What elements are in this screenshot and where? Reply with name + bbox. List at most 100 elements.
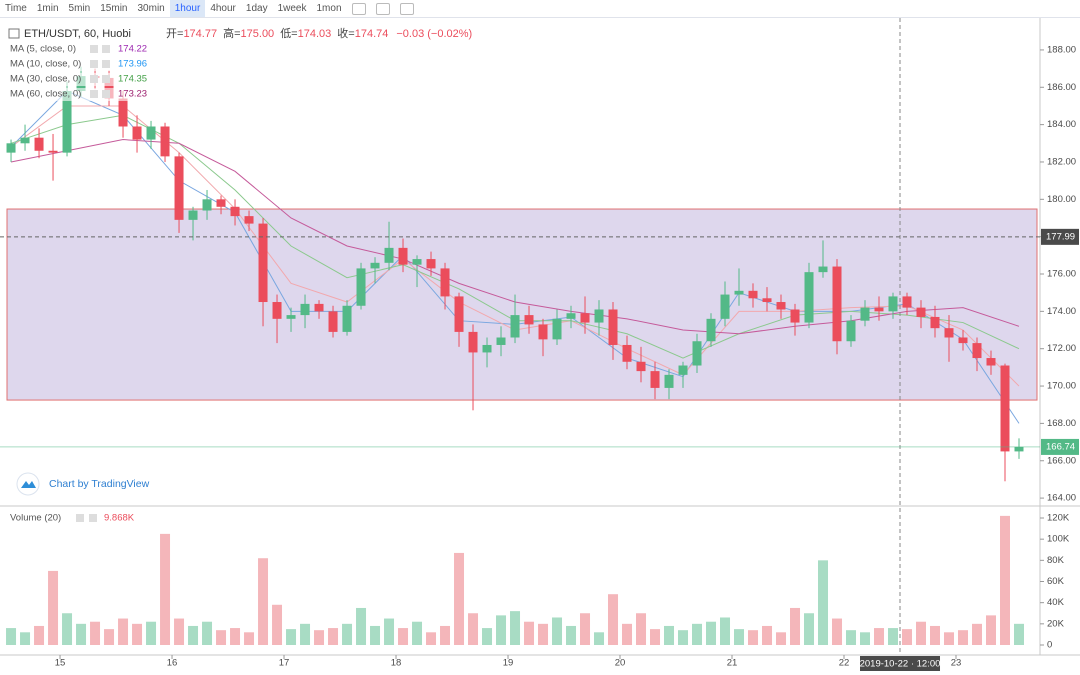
candle-body <box>538 324 548 340</box>
volume-bar <box>230 628 241 645</box>
candle-body <box>426 259 436 269</box>
volume-bar <box>552 617 563 645</box>
volume-bar <box>832 618 843 645</box>
candle-body <box>48 150 58 153</box>
volume-bar <box>650 629 661 645</box>
volume-bar <box>398 628 409 645</box>
candle-body <box>216 199 226 207</box>
interval-button[interactable]: 15min <box>100 3 128 14</box>
y-tick-label: 186.00 <box>1047 82 1076 93</box>
ohlc-label: 开= <box>166 28 183 40</box>
volume-bar <box>62 613 73 645</box>
legend-button <box>89 514 97 522</box>
volume-bar <box>818 560 829 645</box>
volume-bar <box>118 618 129 645</box>
volume-bar <box>580 613 591 645</box>
candle-body <box>244 216 254 224</box>
interval-button[interactable]: 1day <box>245 3 268 14</box>
ma-legend-name: MA (60, close, 0) <box>10 89 81 100</box>
watermark-logo-mark <box>21 481 36 488</box>
volume-bar <box>328 628 339 645</box>
volume-bar <box>244 632 255 645</box>
ma-legend-value: 174.22 <box>118 44 147 55</box>
crosshair-x-box <box>860 656 941 671</box>
interval-button[interactable]: 1min <box>36 3 59 14</box>
volume-bar <box>216 630 227 645</box>
candle-body <box>6 143 16 153</box>
current-price-box <box>1041 438 1079 455</box>
volume-bar <box>370 625 381 645</box>
legend-button <box>76 514 84 522</box>
y-tick-label: 164.00 <box>1047 493 1076 504</box>
x-tick-label: 23 <box>951 658 962 669</box>
ohlc-label: 收= <box>337 26 354 40</box>
range-zone <box>6 208 1038 401</box>
candle-body <box>62 91 72 153</box>
volume-bar <box>636 613 647 645</box>
interval-button[interactable]: 1hour <box>169 0 206 17</box>
interval-button[interactable]: 4hour <box>210 3 236 14</box>
candle-body <box>580 313 590 323</box>
volume-tick-label: 20K <box>1047 618 1065 629</box>
candle-body <box>384 247 394 263</box>
ohlc-value: 174.03 <box>298 28 332 40</box>
legend-button <box>90 60 98 68</box>
candle-body <box>286 315 296 319</box>
y-tick-label: 184.00 <box>1047 119 1076 130</box>
interval-button[interactable]: Time <box>5 3 27 14</box>
x-tick-label: 19 <box>503 658 514 669</box>
ohlc-value: 174.77 <box>183 28 217 40</box>
volume-bar <box>594 632 605 645</box>
x-tick-label: 18 <box>391 658 402 669</box>
toolbar: Time 1min 5min 15min 30min 1hour 4hour 1day 1wee… <box>0 0 1080 18</box>
candle-body <box>160 126 170 157</box>
x-tick-label: 20 <box>615 658 626 669</box>
candle-body <box>650 371 660 388</box>
candle-body <box>888 296 898 312</box>
candle-body <box>972 343 982 359</box>
volume-bar <box>958 630 969 645</box>
legend-icon <box>8 28 20 39</box>
candle-body <box>1014 446 1024 452</box>
y-tick-label: 172.00 <box>1047 343 1076 354</box>
volume-bar <box>160 533 171 645</box>
volume-bar <box>608 594 619 645</box>
volume-bar <box>734 629 745 645</box>
crosshair-y-label: 177.99 <box>1046 231 1075 242</box>
candle-body <box>314 303 324 312</box>
ma-legend-name: MA (30, close, 0) <box>10 74 81 85</box>
volume-bar <box>762 625 773 645</box>
volume-bar <box>790 607 801 645</box>
candle-body <box>874 307 884 312</box>
ma-legend-name: MA (5, close, 0) <box>10 44 76 55</box>
y-tick-label: 188.00 <box>1047 44 1076 55</box>
candle-body <box>496 337 506 345</box>
volume-bar <box>664 625 675 645</box>
candle-body <box>832 266 842 342</box>
volume-bar <box>1014 623 1025 645</box>
candle-body <box>370 262 380 269</box>
candle-body <box>986 358 996 366</box>
candle-body <box>482 344 492 353</box>
interval-button[interactable]: 30min <box>137 3 165 14</box>
toolbar-icon[interactable] <box>399 2 414 15</box>
volume-bar <box>804 613 815 645</box>
volume-bar <box>20 632 31 645</box>
legend-bg <box>8 88 148 101</box>
volume-bar <box>972 623 983 645</box>
toolbar-icon[interactable] <box>375 2 390 15</box>
candle-body <box>342 305 352 332</box>
toolbar-icon[interactable] <box>351 2 366 15</box>
interval-button[interactable]: 1week <box>277 3 307 14</box>
volume-bar <box>496 615 507 645</box>
volume-bar <box>132 623 143 645</box>
candle-body <box>608 309 618 345</box>
interval-button[interactable]: 1mon <box>316 3 342 14</box>
change: −0.03 (−0.02%) <box>396 28 472 40</box>
candle-body <box>944 328 954 338</box>
y-tick-label: 176.00 <box>1047 269 1076 280</box>
y-tick-label: 174.00 <box>1047 306 1076 317</box>
candle-body <box>174 156 184 220</box>
candle-body <box>594 309 604 323</box>
interval-button[interactable]: 5min <box>68 3 91 14</box>
